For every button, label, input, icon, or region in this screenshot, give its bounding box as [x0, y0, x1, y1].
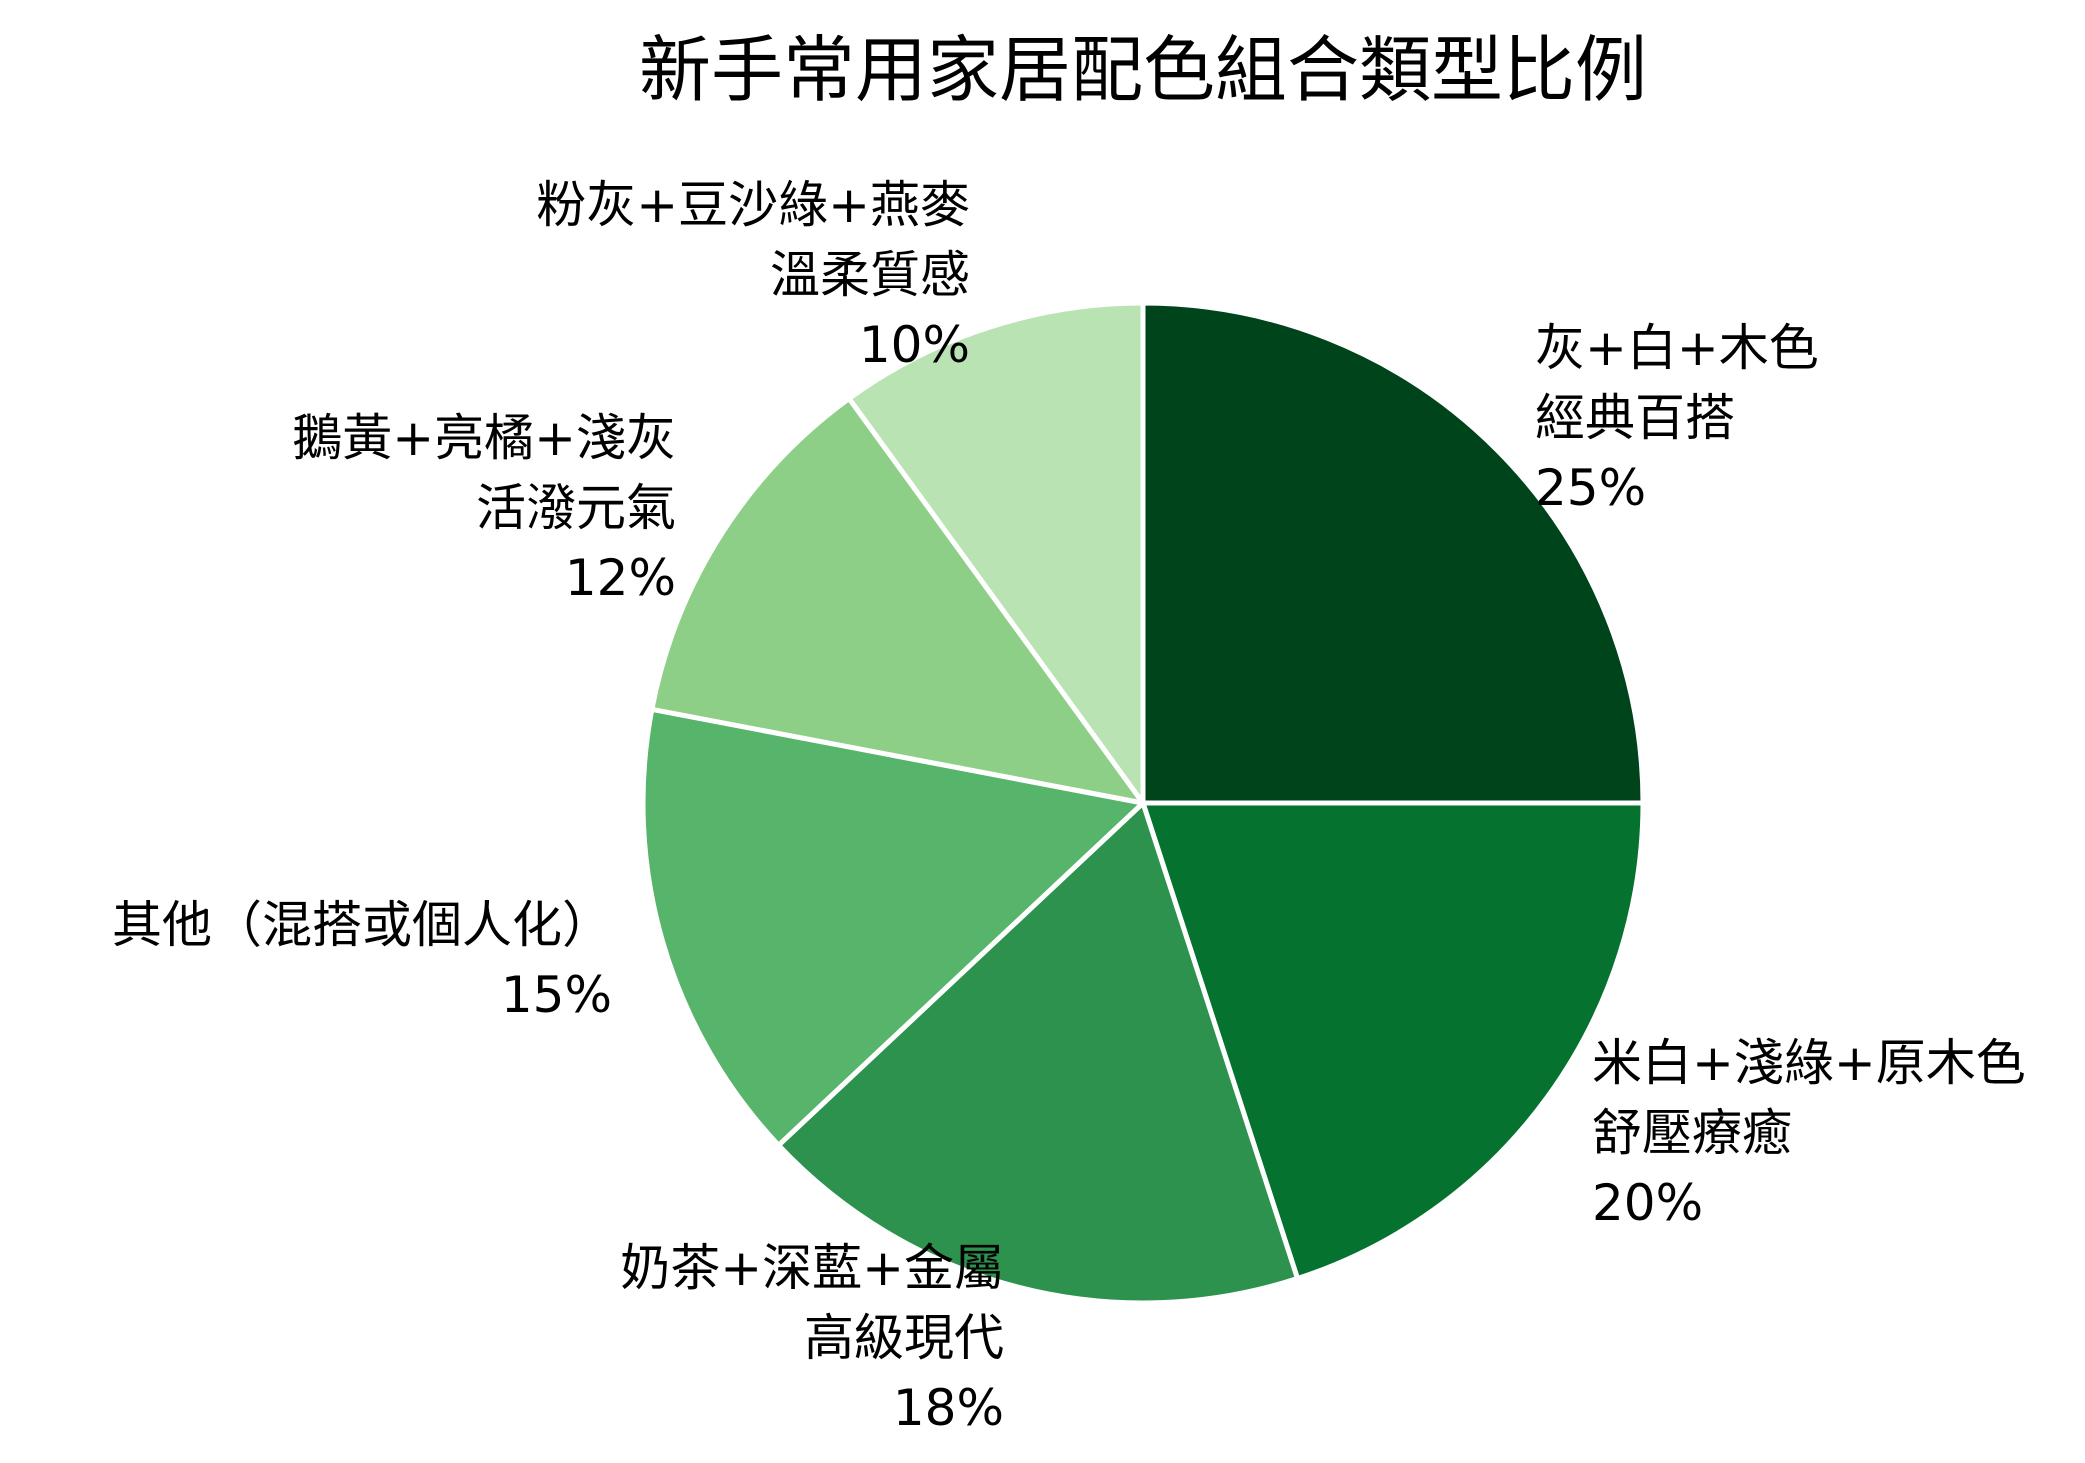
slice-percent-label: 20% — [1592, 1174, 1703, 1232]
slice-percent-label: 12% — [565, 549, 676, 607]
pie-slice-5 — [649, 395, 1146, 806]
slice-percent-label: 15% — [501, 966, 612, 1024]
slice-category-label: 其他（混搭或個人化） — [112, 896, 612, 954]
pie-slice-3 — [776, 800, 1301, 1306]
slice-percent-label: 10% — [859, 316, 970, 374]
slice-percent-label: 18% — [893, 1379, 1004, 1437]
pie-slice-1 — [1140, 300, 1646, 806]
slice-category-label: 活潑元氣 — [476, 479, 676, 537]
slice-category-label: 米白+淺綠+原木色 — [1592, 1034, 2026, 1092]
chart-title: 新手常用家居配色組合類型比例 — [639, 28, 1647, 112]
slice-category-label: 粉灰+豆沙綠+燕麥 — [536, 176, 970, 234]
slice-category-label: 鵝黃+亮橘+淺灰 — [292, 409, 676, 467]
slice-category-label: 舒壓療癒 — [1592, 1104, 1792, 1162]
pie-slices — [640, 300, 1646, 1306]
slice-category-label: 奶茶+深藍+金屬 — [620, 1239, 1004, 1297]
slice-label-4: 其他（混搭或個人化） 15% — [112, 896, 612, 1024]
pie-slice-2 — [1140, 800, 1646, 1282]
slice-percent-label: 25% — [1535, 459, 1646, 517]
pie-slice-6 — [846, 300, 1146, 806]
slice-category-label: 經典百搭 — [1535, 389, 1735, 447]
slice-category-label: 高級現代 — [804, 1309, 1004, 1367]
pie-slice-4 — [640, 706, 1146, 1148]
slice-category-label: 灰+白+木色 — [1535, 319, 1819, 377]
slice-category-label: 溫柔質感 — [770, 246, 970, 304]
